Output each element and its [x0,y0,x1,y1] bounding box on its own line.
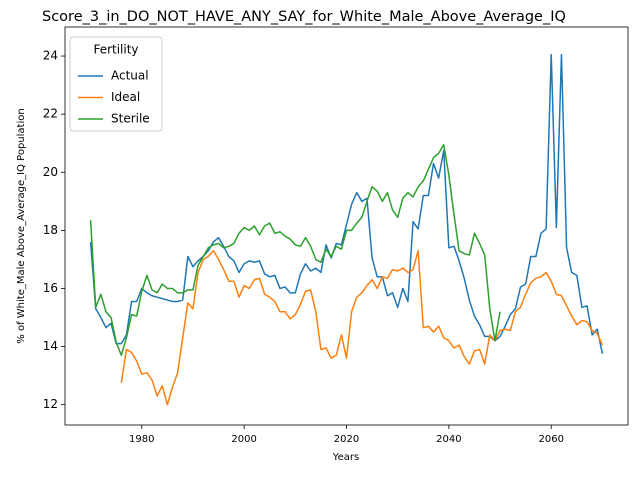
legend-label: Sterile [111,112,150,126]
x-tick-label: 2040 [436,434,461,445]
y-tick-label: 12 [43,397,58,411]
data-line [89,143,501,357]
y-tick-label: 16 [43,281,58,295]
y-tick-label: 20 [43,165,58,179]
x-tick-label: 2020 [334,434,359,445]
x-axis-label: Years [332,452,359,463]
chart-title: Score_3_in_DO_NOT_HAVE_ANY_SAY_for_White… [42,9,566,25]
y-tick-label: 22 [43,107,58,121]
y-tick-label: 18 [43,223,58,237]
legend-label: Ideal [111,90,140,104]
x-tick-label: 2000 [231,434,256,445]
x-tick-label: 2060 [539,434,564,445]
legend-box [69,36,163,132]
legend: Fertility Actual Ideal Sterile [69,36,163,132]
y-axis-label: % of White_Male Above_Average_IQ Populat… [16,108,27,343]
legend-title: Fertility [93,43,138,57]
x-tick-label: 1980 [129,434,154,445]
plot-frame [64,26,629,426]
data-line [120,249,604,406]
y-tick-label: 24 [43,49,58,63]
legend-label: Actual [111,69,149,83]
y-tick-label: 14 [43,339,58,353]
data-line [89,53,604,354]
